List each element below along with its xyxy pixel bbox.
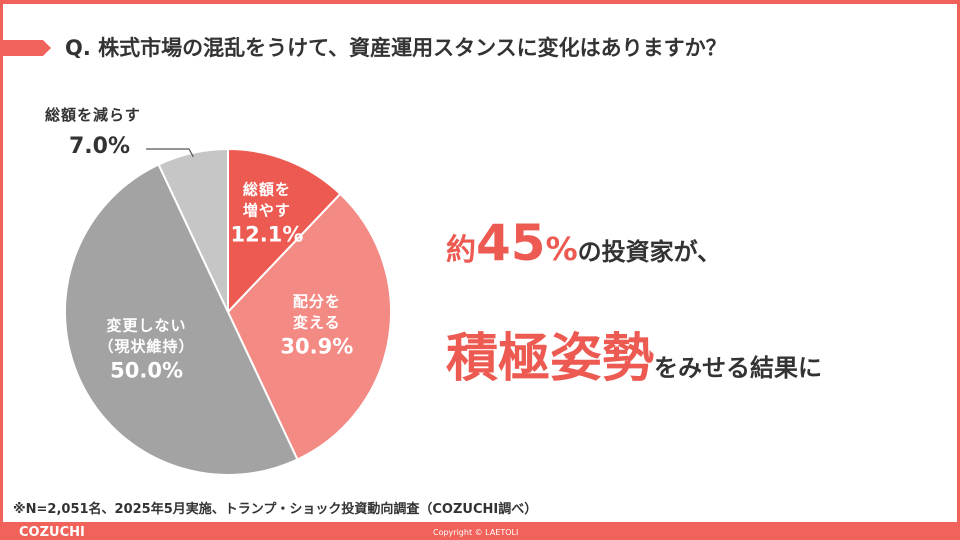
footnote: ※N=2,051名、2025年5月実施、トランプ・ショック投資動向調査（COZU…: [13, 502, 538, 517]
leader-line: [146, 148, 194, 158]
callout-text: の投資家が、: [577, 238, 722, 266]
slice-label: 変更しない（現状維持） 50.0%: [97, 316, 196, 385]
slice-label: 配分を変える 30.9%: [280, 292, 353, 361]
slice-name: 総額を減らす: [45, 106, 141, 124]
pie-slice: [157, 147, 229, 313]
footer: COZUCHI Copyright © LAETOLI: [3, 522, 957, 540]
slice-value: 12.1%: [230, 222, 304, 247]
title-marker: [3, 40, 51, 56]
slice-value: 50.0%: [110, 358, 183, 383]
title: Q. 株式市場の混乱をうけて、資産運用スタンスに変化はありますか？: [65, 36, 727, 60]
callout-text: をみせる結果に: [654, 354, 823, 382]
callout-number: 45: [476, 214, 546, 272]
pie-slice: [64, 163, 299, 476]
slice-name: 変更しない（現状維持）: [98, 316, 195, 356]
chart: [64, 147, 392, 476]
callout-text: 約: [446, 233, 476, 268]
pie-labels: 総額を増やす 12.1% 配分を変える 30.9% 変更しない（現状維持） 50.0% 総額…: [3, 4, 423, 504]
slice-label: 総額を増やす 12.1%: [231, 180, 304, 249]
callout-line: 積極姿勢をみせる結果に: [446, 316, 822, 391]
callout-line: 約45%の投資家が、: [446, 214, 822, 274]
callout-text: %: [545, 230, 578, 268]
copyright: Copyright © LAETOLI: [433, 528, 519, 537]
callout-emphasis: 積極姿勢: [446, 329, 655, 389]
slice-value: 7.0%: [69, 134, 131, 159]
pie-slice: [227, 147, 342, 315]
slice-name: 配分を変える: [292, 292, 341, 332]
callout: 約45%の投資家が、 積極姿勢をみせる結果に: [446, 214, 822, 391]
slice-name: 総額を増やす: [242, 181, 291, 220]
brand: COZUCHI: [19, 525, 85, 540]
pie-slice: [226, 192, 392, 461]
slice-value: 30.9%: [280, 334, 354, 359]
